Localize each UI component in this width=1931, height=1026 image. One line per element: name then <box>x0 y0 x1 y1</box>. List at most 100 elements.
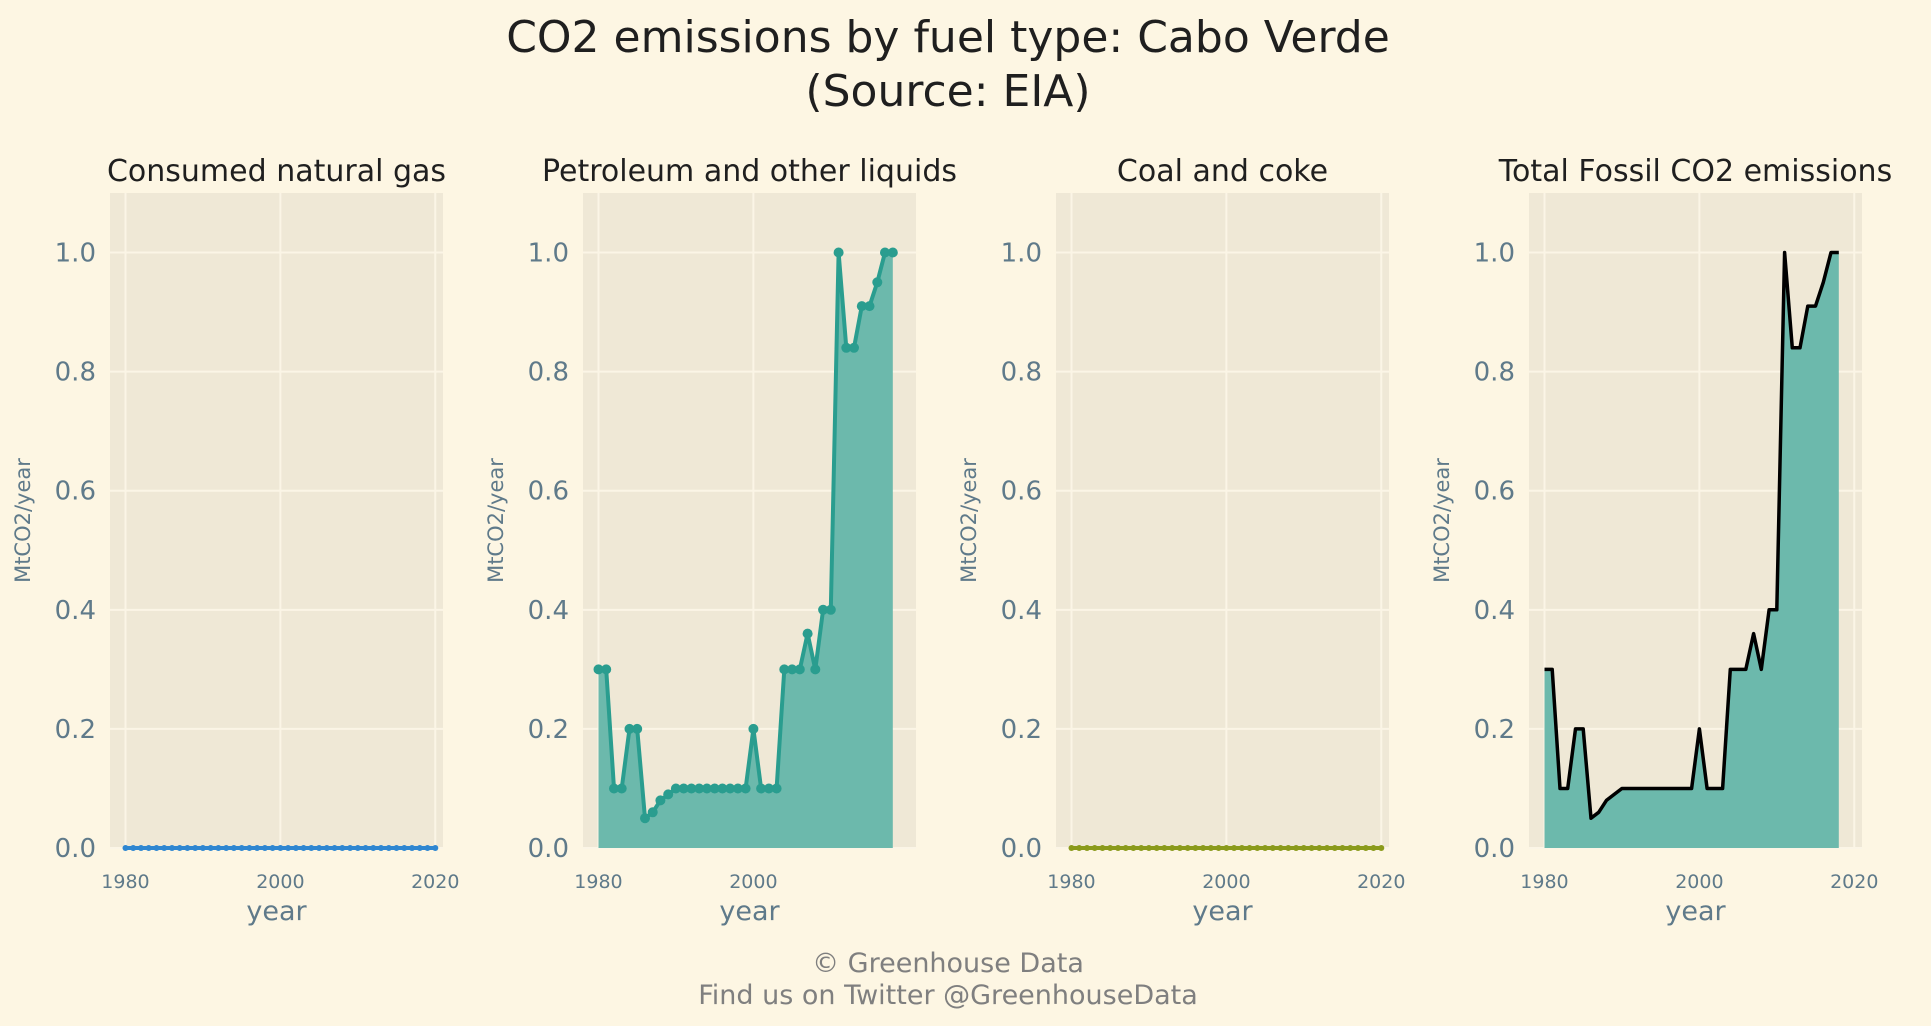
x-tick-label: 2020 <box>411 871 459 893</box>
y-tick-label: 0.6 <box>55 477 96 507</box>
data-point <box>339 845 346 851</box>
data-point <box>810 664 821 675</box>
y-tick-label: 1.0 <box>1474 239 1515 269</box>
data-point <box>771 783 782 794</box>
data-point <box>864 301 875 312</box>
y-axis-label: MtCO2/year <box>484 458 508 583</box>
data-point <box>277 845 284 851</box>
data-point <box>1068 845 1075 851</box>
data-point <box>246 845 253 851</box>
data-point <box>1145 845 1152 851</box>
chart-panel-3: Coal and coke 0.0 0.2 0.4 0.6 0.8 1.0 1980 2000 2… <box>957 154 1405 927</box>
data-point <box>1277 845 1284 851</box>
data-point <box>199 845 206 851</box>
x-tick-label: 1980 <box>574 871 622 893</box>
data-point <box>1161 845 1168 851</box>
x-tick-label: 2000 <box>1675 871 1723 893</box>
plot-area <box>110 193 443 848</box>
data-point <box>748 723 759 734</box>
figure-title: CO2 emissions by fuel type: Cabo Verde <box>506 12 1390 63</box>
data-point <box>1293 845 1300 851</box>
y-tick-label: 0.2 <box>1001 715 1042 745</box>
data-point <box>1370 845 1377 851</box>
figure-subtitle: (Source: EIA) <box>805 66 1090 117</box>
data-point <box>1231 845 1238 851</box>
y-tick-label: 0.6 <box>1474 477 1515 507</box>
series-area <box>1544 252 1839 848</box>
data-point <box>1238 845 1245 851</box>
data-point <box>1246 845 1253 851</box>
data-point <box>1084 845 1090 851</box>
data-point <box>153 845 160 851</box>
data-point <box>1169 845 1176 851</box>
data-point <box>238 845 245 851</box>
data-point <box>787 664 798 675</box>
data-point <box>1122 845 1129 851</box>
data-point <box>1076 845 1083 851</box>
data-point <box>300 845 307 851</box>
data-point <box>230 845 237 851</box>
data-point <box>1331 845 1338 851</box>
data-point <box>308 845 315 851</box>
data-point <box>1207 845 1214 851</box>
footer-copyright: © Greenhouse Data <box>812 948 1084 979</box>
data-point <box>763 783 774 794</box>
footer-twitter: Find us on Twitter @GreenhouseData <box>698 980 1198 1011</box>
data-point <box>1200 845 1207 851</box>
data-point <box>686 783 697 794</box>
data-point <box>269 845 276 851</box>
y-tick-label: 0.4 <box>1001 596 1042 626</box>
data-point <box>856 301 867 312</box>
panel-title: Coal and coke <box>1117 154 1328 189</box>
data-point <box>694 783 705 794</box>
data-point <box>616 783 627 794</box>
data-point <box>424 845 431 851</box>
data-point <box>1115 845 1121 851</box>
data-point <box>362 845 369 851</box>
data-point <box>1215 845 1222 851</box>
x-tick-label: 1980 <box>101 871 149 893</box>
data-point <box>1269 845 1276 851</box>
data-point <box>192 845 199 851</box>
data-point <box>1091 845 1098 851</box>
data-point <box>1099 845 1106 851</box>
series-line <box>1544 250 1839 820</box>
data-point <box>416 845 423 851</box>
y-tick-label: 0.6 <box>1001 477 1042 507</box>
data-point <box>632 723 643 734</box>
data-point <box>1300 845 1307 851</box>
y-axis-label: MtCO2/year <box>11 458 35 583</box>
data-point <box>732 783 743 794</box>
data-point <box>825 604 836 615</box>
data-point <box>593 664 604 675</box>
data-point <box>145 845 152 851</box>
data-point <box>1107 845 1114 851</box>
data-point <box>1223 845 1230 851</box>
chart-panel-1: Consumed natural gas 0.0 0.2 0.4 0.6 0.8 1.0 19… <box>11 154 459 927</box>
data-point <box>640 813 650 824</box>
data-point <box>1316 845 1323 851</box>
y-tick-label: 0.0 <box>1474 834 1515 864</box>
data-point <box>678 783 689 794</box>
y-tick-label: 0.8 <box>1474 358 1515 388</box>
x-tick-label: 1980 <box>1520 871 1568 893</box>
data-point <box>323 845 330 851</box>
data-point <box>261 845 268 851</box>
data-point <box>833 247 844 258</box>
data-point <box>647 807 658 818</box>
y-tick-label: 0.8 <box>1001 358 1042 388</box>
data-point <box>1262 845 1269 851</box>
data-point <box>1362 845 1369 851</box>
data-point <box>1184 845 1191 851</box>
y-tick-label: 0.0 <box>55 834 96 864</box>
data-point <box>849 342 859 353</box>
data-point <box>709 783 720 794</box>
data-point <box>655 795 666 806</box>
x-axis-label: year <box>246 896 307 927</box>
data-point <box>331 845 338 851</box>
data-point <box>138 845 144 851</box>
y-tick-label: 1.0 <box>55 239 96 269</box>
data-point <box>756 783 767 794</box>
data-point <box>1153 845 1160 851</box>
